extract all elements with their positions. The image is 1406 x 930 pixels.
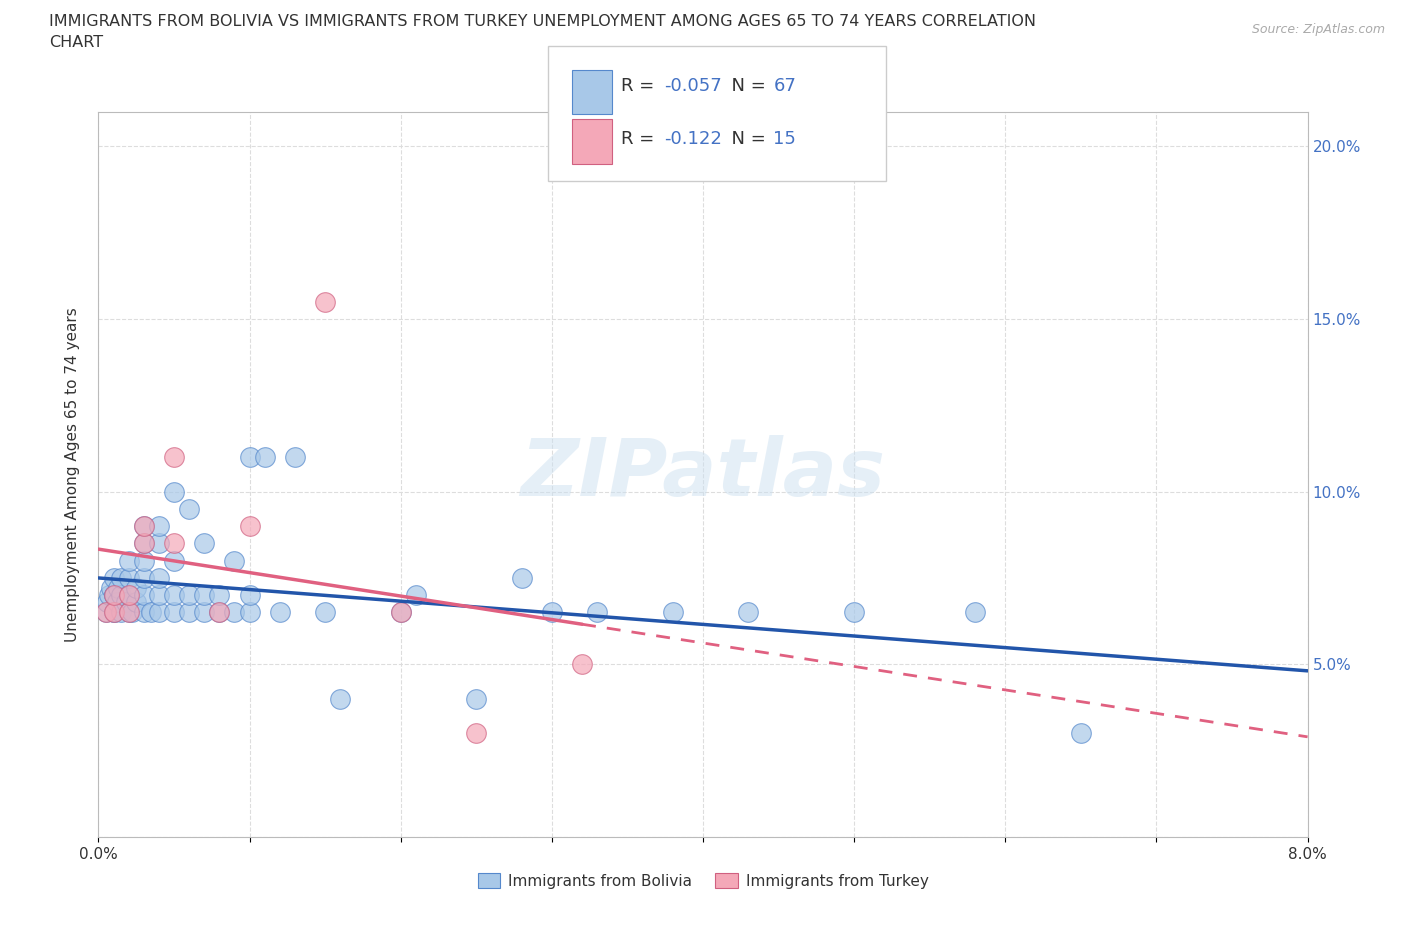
Text: -0.122: -0.122 bbox=[664, 130, 721, 149]
Point bbox=[132, 553, 155, 568]
Point bbox=[661, 605, 683, 620]
Point bbox=[571, 657, 593, 671]
Text: R =: R = bbox=[621, 130, 661, 149]
Point bbox=[110, 570, 132, 585]
Point bbox=[329, 691, 352, 706]
Point bbox=[163, 449, 186, 464]
Point bbox=[163, 588, 186, 603]
Point bbox=[163, 553, 186, 568]
Point bbox=[239, 605, 262, 620]
Text: IMMIGRANTS FROM BOLIVIA VS IMMIGRANTS FROM TURKEY UNEMPLOYMENT AMONG AGES 65 TO : IMMIGRANTS FROM BOLIVIA VS IMMIGRANTS FR… bbox=[49, 14, 1036, 29]
Point bbox=[208, 605, 231, 620]
Point bbox=[163, 485, 186, 499]
Point bbox=[269, 605, 291, 620]
Point bbox=[148, 570, 170, 585]
Point bbox=[103, 588, 125, 603]
Point bbox=[94, 605, 117, 620]
Text: 15: 15 bbox=[773, 130, 796, 149]
Point bbox=[179, 605, 201, 620]
Y-axis label: Unemployment Among Ages 65 to 74 years: Unemployment Among Ages 65 to 74 years bbox=[65, 307, 80, 642]
Point bbox=[103, 605, 125, 620]
Point bbox=[118, 588, 141, 603]
Point bbox=[465, 726, 488, 741]
Legend: Immigrants from Bolivia, Immigrants from Turkey: Immigrants from Bolivia, Immigrants from… bbox=[471, 867, 935, 895]
Point bbox=[103, 588, 125, 603]
Point bbox=[510, 570, 533, 585]
Point bbox=[121, 605, 143, 620]
Point bbox=[148, 519, 170, 534]
Point bbox=[132, 570, 155, 585]
Point bbox=[389, 605, 412, 620]
Text: N =: N = bbox=[720, 77, 772, 96]
Text: CHART: CHART bbox=[49, 35, 103, 50]
Point bbox=[540, 605, 562, 620]
Point bbox=[98, 588, 121, 603]
Point bbox=[737, 605, 759, 620]
Point bbox=[465, 691, 488, 706]
Point bbox=[193, 536, 215, 551]
Point bbox=[132, 519, 155, 534]
Point bbox=[118, 605, 141, 620]
Text: ZIPatlas: ZIPatlas bbox=[520, 435, 886, 513]
Text: Source: ZipAtlas.com: Source: ZipAtlas.com bbox=[1251, 23, 1385, 36]
Point bbox=[103, 605, 125, 620]
Point bbox=[1070, 726, 1092, 741]
Point bbox=[163, 536, 186, 551]
Point bbox=[125, 594, 148, 609]
Point bbox=[224, 605, 246, 620]
Point bbox=[586, 605, 609, 620]
Point bbox=[193, 588, 215, 603]
Point bbox=[148, 536, 170, 551]
Point bbox=[125, 581, 148, 596]
Point bbox=[118, 570, 141, 585]
Point bbox=[107, 581, 129, 596]
Point bbox=[103, 588, 125, 603]
Point bbox=[132, 519, 155, 534]
Point bbox=[110, 588, 132, 603]
Point bbox=[94, 605, 117, 620]
Point bbox=[132, 605, 155, 620]
Point bbox=[179, 501, 201, 516]
Point bbox=[132, 536, 155, 551]
Point bbox=[132, 588, 155, 603]
Point bbox=[148, 588, 170, 603]
Point bbox=[239, 588, 262, 603]
Point bbox=[314, 294, 336, 309]
Point bbox=[96, 594, 118, 609]
Point bbox=[224, 553, 246, 568]
Text: -0.057: -0.057 bbox=[664, 77, 721, 96]
Point bbox=[965, 605, 987, 620]
Text: R =: R = bbox=[621, 77, 661, 96]
Point bbox=[405, 588, 427, 603]
Point bbox=[103, 570, 125, 585]
Point bbox=[239, 519, 262, 534]
Point bbox=[132, 536, 155, 551]
Point bbox=[208, 588, 231, 603]
Point bbox=[208, 605, 231, 620]
Point bbox=[118, 588, 141, 603]
Point bbox=[284, 449, 307, 464]
Point bbox=[100, 581, 122, 596]
Point bbox=[253, 449, 276, 464]
Point bbox=[114, 594, 136, 609]
Point bbox=[105, 594, 128, 609]
Point bbox=[239, 449, 262, 464]
Point bbox=[179, 588, 201, 603]
Text: N =: N = bbox=[720, 130, 772, 149]
Point bbox=[118, 605, 141, 620]
Point bbox=[844, 605, 866, 620]
Point bbox=[314, 605, 336, 620]
Point bbox=[148, 605, 170, 620]
Point bbox=[118, 553, 141, 568]
Point bbox=[389, 605, 412, 620]
Point bbox=[103, 605, 125, 620]
Text: 67: 67 bbox=[773, 77, 796, 96]
Point bbox=[141, 605, 163, 620]
Point bbox=[193, 605, 215, 620]
Point bbox=[163, 605, 186, 620]
Point bbox=[110, 605, 132, 620]
